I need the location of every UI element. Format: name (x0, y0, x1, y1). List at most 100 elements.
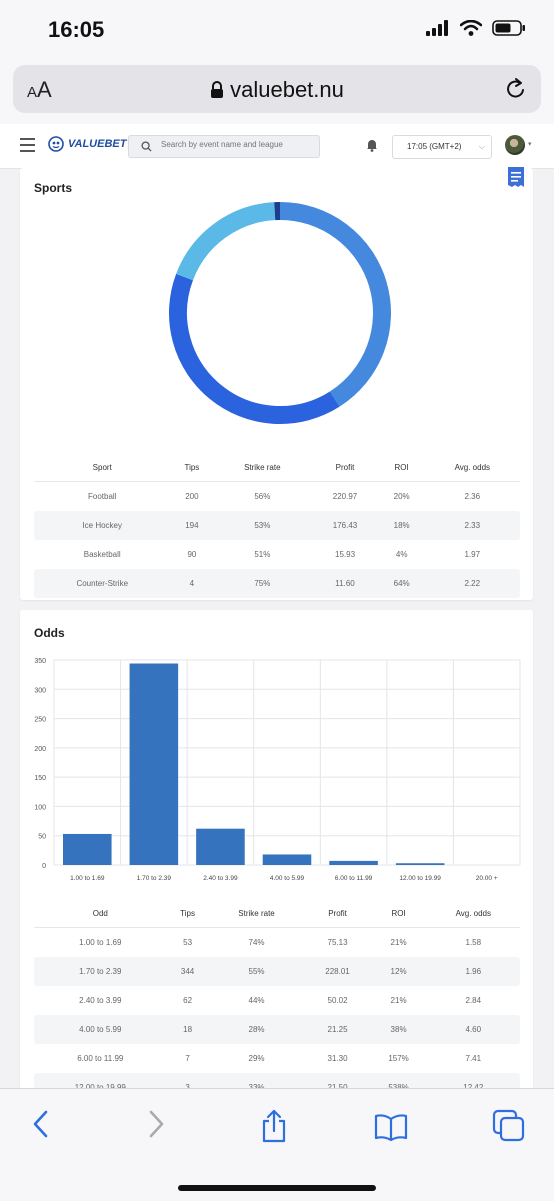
back-icon[interactable] (30, 1109, 52, 1139)
table-cell: 64% (379, 569, 425, 598)
sports-title: Sports (34, 181, 72, 195)
table-cell: 2.33 (425, 511, 520, 540)
bar[interactable] (63, 834, 112, 865)
table-cell: 28% (209, 1015, 305, 1044)
table-cell: 21% (371, 928, 427, 958)
search-icon (141, 141, 152, 152)
column-header[interactable]: ROI (379, 454, 425, 482)
menu-icon[interactable] (20, 138, 35, 156)
address-bar[interactable]: AA valuebet.nu (13, 65, 541, 113)
status-icons (426, 20, 526, 36)
tabs-icon[interactable] (492, 1109, 526, 1143)
search-input[interactable] (159, 139, 313, 150)
table-cell: 344 (167, 957, 209, 986)
column-header[interactable]: Avg. odds (427, 900, 520, 928)
y-tick-label: 200 (34, 746, 46, 753)
status-bar: 16:05 (0, 0, 554, 60)
table-cell: 90 (170, 540, 213, 569)
column-header[interactable]: Tips (170, 454, 213, 482)
logo-icon (48, 136, 64, 152)
table-cell: 1.00 to 1.69 (34, 928, 167, 958)
donut-slice-ice-hockey[interactable] (178, 277, 335, 415)
y-tick-label: 50 (38, 834, 46, 841)
table-cell: Football (34, 482, 170, 512)
table-cell: 55% (209, 957, 305, 986)
column-header[interactable]: Profit (305, 900, 371, 928)
lock-icon (210, 81, 224, 99)
column-header[interactable]: Profit (311, 454, 378, 482)
table-cell: 7 (167, 1044, 209, 1073)
y-tick-label: 150 (34, 775, 46, 782)
column-header[interactable]: Strike rate (209, 900, 305, 928)
table-cell: 38% (371, 1015, 427, 1044)
timezone-select[interactable]: 17:05 (GMT+2) ⌵ (392, 135, 492, 159)
table-cell: 220.97 (311, 482, 378, 512)
table-cell: 6.00 to 11.99 (34, 1044, 167, 1073)
reload-icon[interactable] (505, 77, 527, 101)
table-cell: 157% (371, 1044, 427, 1073)
y-tick-label: 100 (34, 804, 46, 811)
battery-icon (492, 20, 526, 36)
table-cell: 4 (170, 569, 213, 598)
url-display[interactable]: valuebet.nu (13, 77, 541, 103)
bar[interactable] (130, 664, 179, 865)
donut-slice-football[interactable] (280, 211, 382, 399)
logo[interactable]: VALUEBET (48, 136, 126, 152)
table-cell: Counter-Strike (34, 569, 170, 598)
avatar[interactable] (505, 135, 525, 155)
column-header[interactable]: ROI (371, 900, 427, 928)
bell-icon[interactable] (366, 138, 378, 152)
table-cell: 20% (379, 482, 425, 512)
column-header[interactable]: Strike rate (213, 454, 311, 482)
donut-slice-basketball[interactable] (185, 211, 275, 277)
browser-toolbar: AA valuebet.nu (0, 60, 554, 124)
bar[interactable] (329, 861, 378, 865)
home-indicator (178, 1185, 376, 1191)
bar[interactable] (396, 863, 445, 865)
table-cell: 62 (167, 986, 209, 1015)
column-header[interactable]: Tips (167, 900, 209, 928)
table-cell: 21.25 (305, 1015, 371, 1044)
x-tick-label: 1.70 to 2.39 (137, 875, 172, 882)
table-cell: 18% (379, 511, 425, 540)
table-cell: 176.43 (311, 511, 378, 540)
odds-title: Odds (34, 626, 65, 640)
bar[interactable] (196, 829, 245, 865)
table-cell: 53% (213, 511, 311, 540)
report-icon[interactable] (507, 166, 525, 188)
table-cell: 2.40 to 3.99 (34, 986, 167, 1015)
table-cell: 1.96 (427, 957, 520, 986)
table-cell: 50.02 (305, 986, 371, 1015)
table-cell: 4% (379, 540, 425, 569)
browser-bottom-toolbar (0, 1088, 554, 1201)
y-tick-label: 300 (34, 687, 46, 694)
table-cell: 2.84 (427, 986, 520, 1015)
column-header[interactable]: Sport (34, 454, 170, 482)
search-box[interactable] (128, 135, 320, 158)
avatar-caret-icon[interactable]: ▾ (528, 140, 532, 148)
y-tick-label: 350 (34, 658, 46, 665)
column-header[interactable]: Odd (34, 900, 167, 928)
column-header[interactable]: Avg. odds (425, 454, 520, 482)
table-cell: 74% (209, 928, 305, 958)
forward-icon[interactable] (145, 1109, 167, 1139)
table-cell: 12% (371, 957, 427, 986)
bookmarks-icon[interactable] (374, 1113, 408, 1141)
table-cell: 15.93 (311, 540, 378, 569)
table-cell: 228.01 (305, 957, 371, 986)
share-icon[interactable] (259, 1109, 289, 1143)
bar[interactable] (263, 854, 312, 865)
url-text: valuebet.nu (230, 77, 344, 102)
